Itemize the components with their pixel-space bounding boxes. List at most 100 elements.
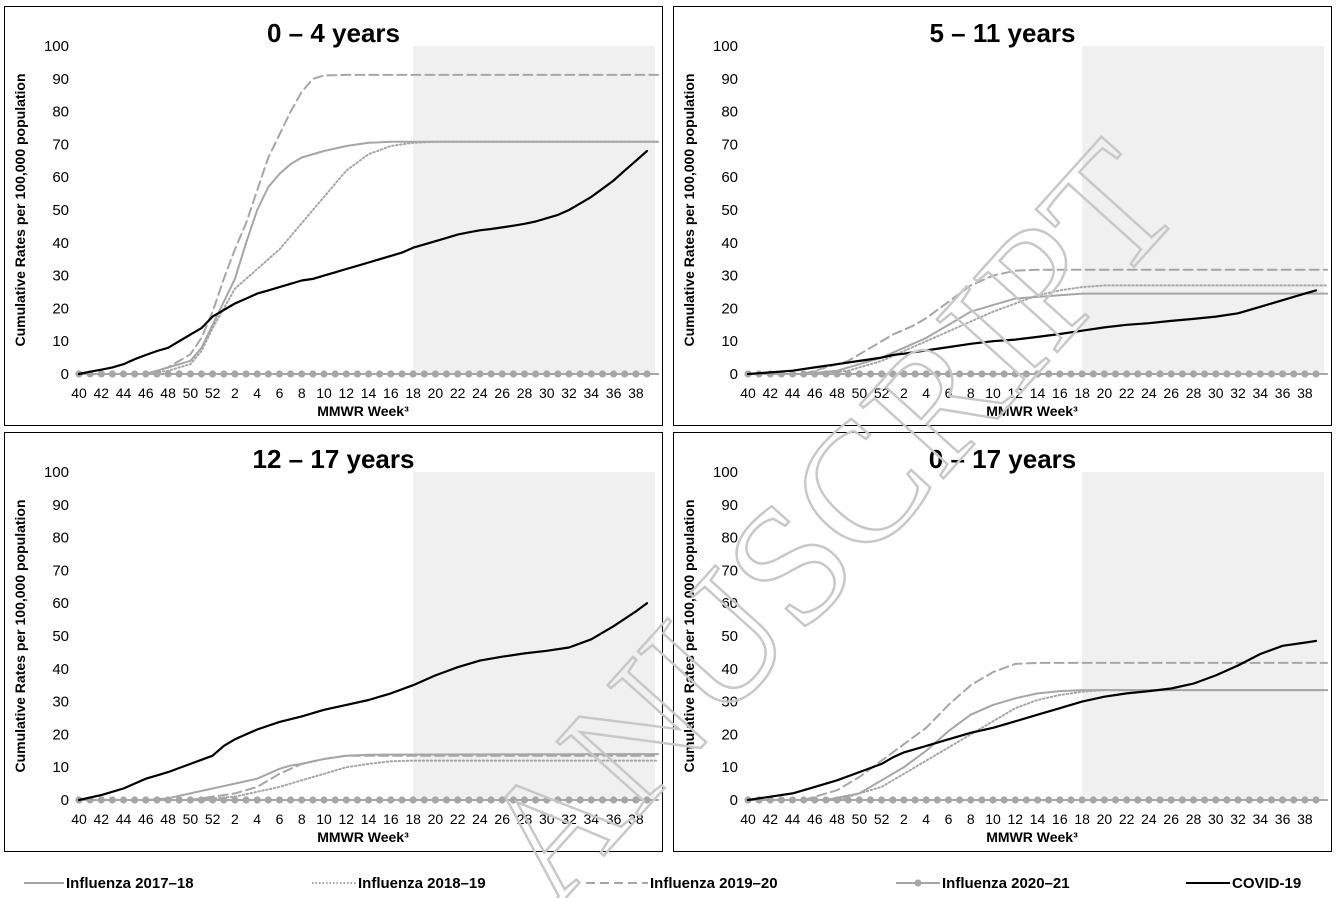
x-tick-label: 50	[183, 811, 199, 827]
x-tick-label: 50	[183, 385, 199, 401]
x-tick-label: 22	[450, 385, 466, 401]
series-marker-flu2021	[387, 796, 395, 804]
series-marker-flu2021	[1134, 796, 1142, 804]
series-marker-flu2021	[1156, 796, 1164, 804]
y-tick-label: 20	[52, 300, 69, 317]
series-line-covid	[746, 639, 1318, 802]
series-marker-flu2021	[231, 370, 239, 378]
series-marker-flu2021	[1000, 370, 1008, 378]
legend-label: Influenza 2018–19	[358, 874, 486, 892]
series-marker-flu2021	[1089, 370, 1097, 378]
y-tick-label: 100	[44, 38, 69, 55]
series-marker-flu2021	[956, 370, 964, 378]
x-tick-label: 10	[316, 385, 332, 401]
series-marker-flu2021	[465, 796, 473, 804]
y-tick-label: 60	[721, 169, 738, 186]
chart-legend: Influenza 2017–18 Influenza 2018–19 Infl…	[0, 870, 1336, 896]
y-tick-label: 50	[52, 202, 69, 219]
series-marker-flu2021	[287, 370, 295, 378]
series-marker-flu2021	[543, 370, 551, 378]
x-tick-label: 6	[276, 385, 284, 401]
series-marker-flu2021	[922, 796, 930, 804]
series-marker-flu2021	[1100, 370, 1108, 378]
x-tick-label: 46	[807, 811, 823, 827]
series-marker-flu2021	[855, 370, 863, 378]
legend-swatch-marker-gray	[896, 879, 940, 887]
series-marker-flu2021	[632, 370, 640, 378]
series-marker-flu2021	[1301, 370, 1309, 378]
series-marker-flu2021	[342, 796, 350, 804]
series-marker-flu2021	[1011, 370, 1019, 378]
y-tick-label: 30	[721, 268, 738, 285]
series-marker-flu2021	[1134, 370, 1142, 378]
series-marker-flu2021	[621, 370, 629, 378]
y-tick-label: 40	[721, 235, 738, 252]
series-line-flu1920	[78, 754, 660, 801]
series-marker-flu2021	[532, 796, 540, 804]
x-tick-label: 20	[428, 811, 444, 827]
x-tick-label: 8	[298, 385, 306, 401]
x-tick-label: 52	[874, 385, 890, 401]
x-axis-label: MMWR Week³	[986, 403, 1078, 419]
series-marker-flu2021	[487, 370, 495, 378]
series-marker-flu2021	[264, 370, 272, 378]
series-marker-flu2021	[409, 370, 417, 378]
x-tick-label: 2	[231, 385, 239, 401]
series-marker-flu2021	[587, 796, 595, 804]
x-tick-label: 10	[985, 385, 1001, 401]
chart-title: 12 – 17 years	[252, 444, 415, 474]
legend-label: COVID-19	[1232, 874, 1302, 892]
series-marker-flu2021	[866, 796, 875, 804]
series-line-flu1718	[78, 140, 660, 375]
y-tick-label: 60	[52, 595, 69, 612]
legend-label: Influenza 2017–18	[66, 874, 194, 892]
x-tick-label: 32	[1230, 811, 1246, 827]
series-marker-flu2021	[1234, 796, 1242, 804]
series-marker-flu2021	[933, 796, 941, 804]
chart-title: 5 – 11 years	[929, 18, 1076, 48]
series-marker-flu2021	[1212, 370, 1220, 378]
series-marker-flu2021	[1201, 370, 1209, 378]
series-marker-flu2021	[598, 370, 607, 378]
series-marker-flu2021	[220, 796, 228, 804]
series-marker-flu2021	[900, 796, 908, 804]
series-line-flu1819	[747, 284, 1329, 375]
series-line-flu1718	[747, 689, 1329, 801]
x-tick-label: 36	[606, 385, 622, 401]
series-marker-flu2021	[878, 370, 886, 378]
y-tick-label: 100	[713, 464, 738, 481]
x-tick-label: 12	[339, 385, 355, 401]
series-marker-flu2021	[911, 796, 919, 804]
x-tick-label: 50	[852, 385, 868, 401]
x-tick-label: 34	[1253, 385, 1269, 401]
x-tick-label: 14	[361, 385, 377, 401]
series-marker-flu2021	[253, 796, 261, 804]
series-marker-flu2021	[298, 796, 306, 804]
y-tick-label: 100	[44, 464, 69, 481]
series-marker-flu2021	[889, 796, 897, 804]
x-tick-label: 18	[405, 811, 421, 827]
series-line-covid	[77, 602, 649, 802]
x-tick-label: 6	[945, 385, 953, 401]
x-tick-label: 2	[900, 385, 908, 401]
legend-swatch-dashed-gray	[586, 882, 648, 884]
legend-swatch-solid-gray	[24, 882, 64, 884]
x-tick-label: 10	[316, 811, 332, 827]
series-marker-flu2021	[1167, 796, 1175, 804]
series-marker-flu2021	[487, 796, 495, 804]
chart-title: 0 – 17 years	[928, 444, 1077, 474]
series-marker-flu2021	[1312, 796, 1320, 804]
series-marker-flu2021	[1234, 370, 1242, 378]
shaded-region	[413, 46, 655, 374]
series-marker-flu2021	[298, 370, 306, 378]
x-tick-label: 12	[1008, 811, 1024, 827]
y-tick-label: 70	[721, 562, 738, 579]
chart-panel-12-17-years: 12 – 17 years 0 10 20 30 40 50 60 70 80 90 100 40 42…	[4, 432, 663, 852]
series-marker-flu2021	[431, 796, 439, 804]
chart-panel-0-17-years: 0 – 17 years 0 10 20 30 40 50 60 70 80 90 100 40 42 4…	[673, 432, 1332, 852]
x-tick-label: 16	[383, 811, 399, 827]
series-marker-flu2021	[878, 796, 886, 804]
x-tick-label: 32	[1230, 385, 1246, 401]
x-tick-label: 24	[1141, 385, 1157, 401]
